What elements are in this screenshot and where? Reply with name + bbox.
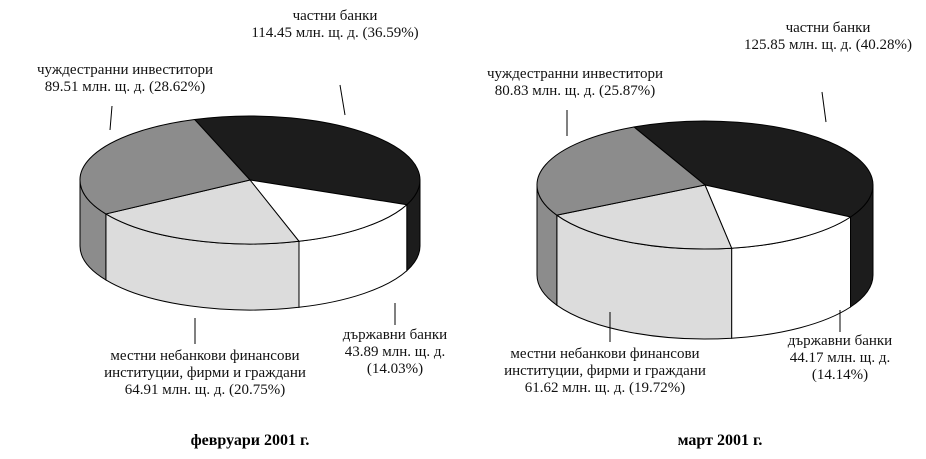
category-label: частни банки [292,8,378,24]
value-label: 114.45 млн. щ. д. (36.59%) [251,25,419,41]
slice-label: местни небанкови финансови институции, ф… [75,348,335,399]
slice-label: чуждестранни инвеститори 89.51 млн. щ. д.… [0,62,250,96]
slice-label: частни банки 125.85 млн. щ. д. (40.28%) [713,20,926,54]
pie-slice [193,115,421,206]
pie-slice [555,184,733,250]
value-label: 43.89 млн. щ. д. (14.03%) [344,344,446,377]
category-label: местни небанкови финансови институции, ф… [104,348,306,381]
chart-title: март 2001 г. [677,432,763,449]
pie-slice [79,118,251,215]
slice-label: частни банки 114.45 млн. щ. д. (36.59%) [220,8,450,42]
value-label: 44.17 млн. щ. д. (14.14%) [789,350,891,383]
pie-slice [704,184,852,249]
value-label: 80.83 млн. щ. д. (25.87%) [494,83,656,99]
category-label: чуждестранни инвеститори [487,66,663,82]
value-label: 61.62 млн. щ. д. (19.72%) [524,380,686,396]
value-label: 89.51 млн. щ. д. (28.62%) [44,79,206,95]
leader-line [821,91,827,123]
chart-title: февруари 2001 г. [190,432,310,449]
slice-label: държавни банки 44.17 млн. щ. д. (14.14%) [775,333,905,384]
slice-label: чуждестранни инвеститори 80.83 млн. щ. д.… [450,66,700,100]
category-label: чуждестранни инвеститори [37,62,213,78]
category-label: местни небанкови финансови институции, ф… [504,346,706,379]
pie-slice [632,120,874,218]
leader-line [109,105,113,131]
category-label: държавни банки [342,327,448,343]
leader-line [339,84,346,116]
slice-label: местни небанкови финансови институции, ф… [475,346,735,397]
pie-slice [104,179,300,245]
slice-label: държавни банки 43.89 млн. щ. д. (14.03%) [330,327,460,378]
pie-slice [248,179,408,242]
category-label: държавни банки [787,333,893,349]
value-label: 64.91 млн. щ. д. (20.75%) [124,382,286,398]
value-label: 125.85 млн. щ. д. (40.28%) [744,37,912,53]
pie-slice [536,126,707,216]
category-label: частни банки [785,20,871,36]
